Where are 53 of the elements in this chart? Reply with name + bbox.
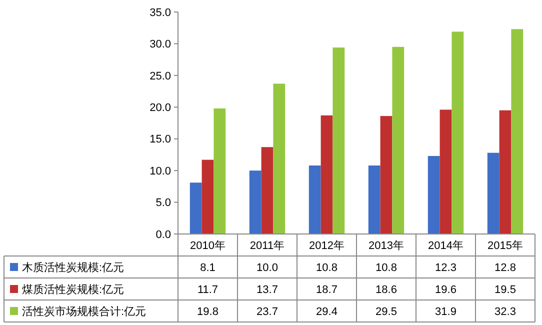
legend-label: 活性炭市场规模合计:亿元	[22, 304, 146, 318]
bar	[249, 170, 262, 234]
bar	[368, 165, 380, 234]
data-label: 8.1	[200, 262, 216, 274]
x-tick-label: 2011年	[250, 240, 285, 252]
data-label: 10.8	[376, 262, 397, 274]
bar	[452, 32, 464, 234]
bar	[380, 116, 392, 234]
data-label: 18.6	[376, 284, 397, 296]
x-tick-label: 2010年	[190, 240, 226, 252]
y-tick-label: 10.0	[150, 165, 171, 178]
x-tick-label: 2015年	[488, 240, 523, 252]
y-tick-label: 0.0	[156, 228, 171, 241]
bar	[202, 160, 214, 234]
data-label: 19.5	[494, 284, 516, 296]
bar	[511, 29, 524, 234]
data-label: 23.7	[256, 306, 278, 318]
data-label: 19.8	[197, 306, 218, 318]
y-tick-label: 30.0	[150, 38, 171, 51]
data-label: 29.5	[376, 306, 397, 318]
bar	[428, 156, 440, 234]
x-tick-label: 2014年	[428, 240, 464, 252]
data-label: 31.9	[435, 306, 456, 318]
legend-label: 煤质活性炭规模:亿元	[22, 282, 124, 296]
bar	[214, 108, 226, 234]
bar	[392, 46, 404, 234]
data-label: 13.7	[256, 284, 278, 296]
data-label: 12.8	[494, 262, 516, 274]
legend-label: 木质活性炭规模:亿元	[22, 260, 124, 274]
data-label: 10.8	[316, 262, 338, 274]
bar	[261, 147, 274, 234]
data-label: 11.7	[197, 284, 218, 296]
y-tick-label: 35.0	[150, 6, 171, 19]
data-label: 19.6	[435, 284, 456, 296]
data-label: 18.7	[316, 284, 338, 296]
y-tick-label: 15.0	[150, 134, 171, 146]
bar	[320, 115, 333, 234]
bar	[487, 152, 500, 234]
bar	[440, 110, 452, 234]
data-label: 10.0	[256, 262, 278, 274]
bar	[499, 110, 512, 234]
y-tick-label: 5.0	[156, 197, 171, 210]
data-label: 32.3	[494, 306, 516, 318]
bar	[332, 48, 345, 234]
y-tick-label: 25.0	[150, 70, 171, 82]
data-label: 12.3	[435, 262, 456, 274]
x-tick-label: 2012年	[309, 240, 344, 252]
bar	[190, 182, 202, 234]
y-tick-label: 20.0	[150, 102, 171, 114]
x-tick-label: 2013年	[368, 240, 404, 252]
data-label: 29.4	[316, 306, 338, 318]
bar	[308, 165, 321, 234]
bar	[273, 84, 286, 234]
